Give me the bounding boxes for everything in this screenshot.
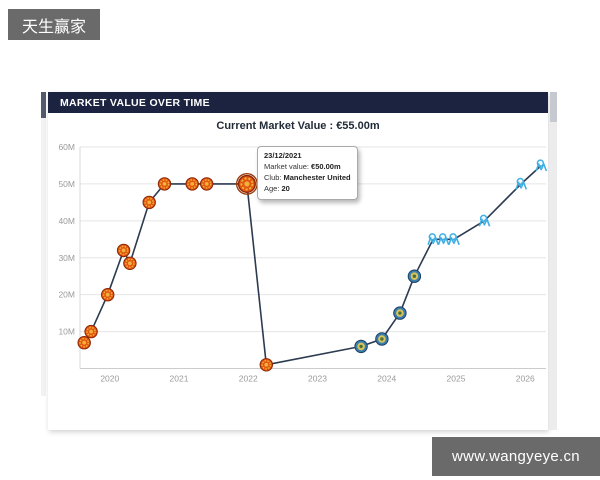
tooltip-age-row: Age: 20: [264, 184, 351, 195]
panel-title: MARKET VALUE OVER TIME: [60, 96, 210, 109]
left-scroll-track: [41, 118, 46, 396]
data-point-manutd-crest[interactable]: [116, 243, 131, 258]
chart-tooltip: 23/12/2021 Market value: €50.00m Club: Man…: [257, 146, 358, 200]
data-point-manutd-crest[interactable]: [142, 195, 156, 210]
highlighted-data-point[interactable]: [235, 172, 258, 195]
data-point-manutd-crest[interactable]: [84, 324, 98, 339]
data-point-manutd-crest[interactable]: [259, 358, 273, 372]
tooltip-label: Age:: [264, 183, 280, 193]
data-point-marseille-crest[interactable]: [515, 177, 528, 190]
data-point-manutd-crest[interactable]: [100, 288, 115, 302]
tooltip-label: Market value:: [264, 161, 310, 171]
data-point-getafe-crest[interactable]: [407, 269, 422, 283]
current-market-value-label: Current Market Value : €55.00m: [216, 120, 380, 132]
panel-header: MARKET VALUE OVER TIME: [48, 92, 548, 113]
data-point-manutd-crest[interactable]: [157, 177, 172, 191]
data-point-manutd-crest[interactable]: [123, 256, 137, 270]
data-point-manutd-crest[interactable]: [77, 336, 91, 350]
data-point-getafe-crest[interactable]: [375, 332, 389, 346]
market-value-panel: MARKET VALUE OVER TIME Current Market Va…: [48, 92, 548, 430]
data-point-marseille-crest[interactable]: [448, 233, 460, 246]
data-point-getafe-crest[interactable]: [393, 306, 407, 320]
scrollbar-thumb[interactable]: [550, 92, 557, 122]
data-point-marseille-crest[interactable]: [437, 233, 450, 246]
data-point-marseille-crest[interactable]: [535, 159, 548, 172]
tooltip-club-row: Club: Manchester United: [264, 173, 351, 184]
tooltip-value: 20: [281, 183, 290, 193]
tooltip-market-value-row: Market value: €50.00m: [264, 162, 351, 173]
tooltip-value: Manchester United: [283, 172, 351, 182]
data-point-marseille-crest[interactable]: [478, 214, 491, 227]
tooltip-value: €50.00m: [311, 161, 341, 171]
data-point-manutd-crest[interactable]: [185, 177, 199, 191]
data-point-getafe-crest[interactable]: [354, 339, 368, 354]
tooltip-date: 23/12/2021: [264, 151, 302, 160]
brand-badge: 天生赢家: [8, 9, 100, 40]
left-accent-bar: [41, 92, 46, 118]
watermark: www.wangyeye.cn: [432, 437, 600, 476]
tooltip-label: Club:: [264, 172, 282, 182]
data-point-marseille-crest[interactable]: [427, 233, 440, 246]
right-scrollbar: [550, 92, 557, 430]
data-point-manutd-crest[interactable]: [199, 177, 214, 191]
